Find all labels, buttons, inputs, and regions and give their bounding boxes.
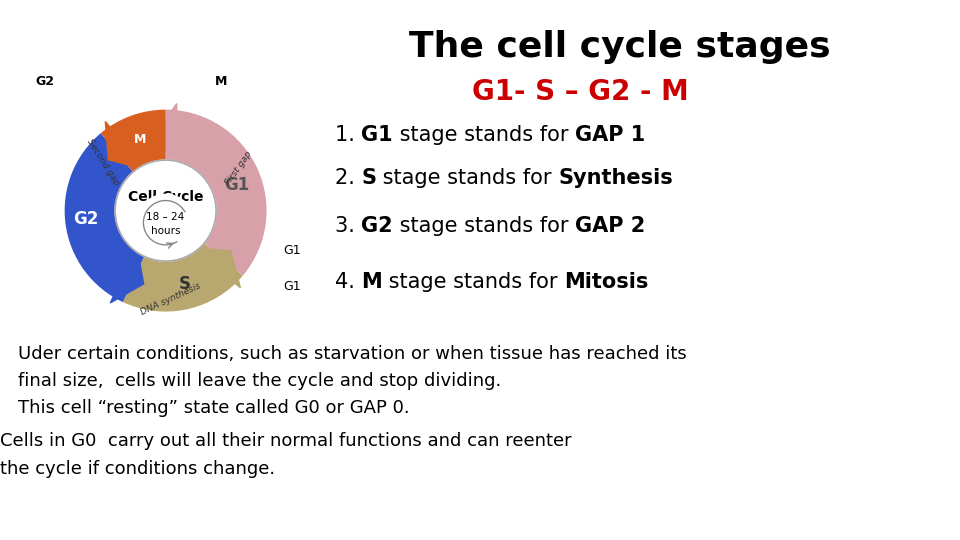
Polygon shape [106,122,146,170]
Text: M: M [133,133,146,146]
Wedge shape [64,133,144,302]
Polygon shape [155,104,177,166]
Text: Second gap: Second gap [85,137,121,187]
Text: G2: G2 [35,75,54,88]
Text: 4.: 4. [335,272,362,292]
Text: the cycle if conditions change.: the cycle if conditions change. [0,460,276,478]
Text: 2.: 2. [335,168,362,188]
Text: Synthesis: Synthesis [559,168,673,188]
Text: Mitosis: Mitosis [564,272,649,292]
Text: DNA synthesis: DNA synthesis [139,281,203,318]
Text: S: S [179,275,191,293]
Text: 1.: 1. [335,125,362,145]
Text: First gap: First gap [224,150,253,187]
Text: G1: G1 [283,280,300,293]
Wedge shape [123,243,243,312]
Text: Uder certain conditions, such as starvation or when tissue has reached its: Uder certain conditions, such as starvat… [18,345,686,363]
Circle shape [137,194,194,251]
Text: GAP 1: GAP 1 [575,125,645,145]
Wedge shape [101,110,165,172]
Text: 18 – 24: 18 – 24 [147,212,184,221]
Wedge shape [166,110,267,275]
Text: G1: G1 [362,125,394,145]
Polygon shape [193,248,240,288]
Text: G1: G1 [224,176,250,194]
Text: This cell “resting” state called G0 or GAP 0.: This cell “resting” state called G0 or G… [18,399,410,417]
Polygon shape [110,246,144,303]
Text: M: M [362,272,382,292]
Text: final size,  cells will leave the cycle and stop dividing.: final size, cells will leave the cycle a… [18,372,501,390]
Text: G1- S – G2 - M: G1- S – G2 - M [471,78,688,106]
Text: 3.: 3. [335,216,362,236]
Text: M: M [215,75,228,88]
Text: GAP 2: GAP 2 [575,216,645,236]
Text: G2: G2 [362,216,394,236]
Text: stage stands for: stage stands for [382,272,564,292]
Text: G1: G1 [283,245,300,258]
Text: stage stands for: stage stands for [394,125,575,145]
Text: The cell cycle stages: The cell cycle stages [409,30,830,64]
Circle shape [115,160,216,261]
Text: stage stands for: stage stands for [376,168,559,188]
Text: S: S [362,168,376,188]
Text: hours: hours [151,226,180,236]
Text: Cells in G0  carry out all their normal functions and can reenter: Cells in G0 carry out all their normal f… [0,432,571,450]
Text: stage stands for: stage stands for [394,216,575,236]
Text: G2: G2 [73,210,99,228]
Text: Cell Cycle: Cell Cycle [128,191,204,205]
